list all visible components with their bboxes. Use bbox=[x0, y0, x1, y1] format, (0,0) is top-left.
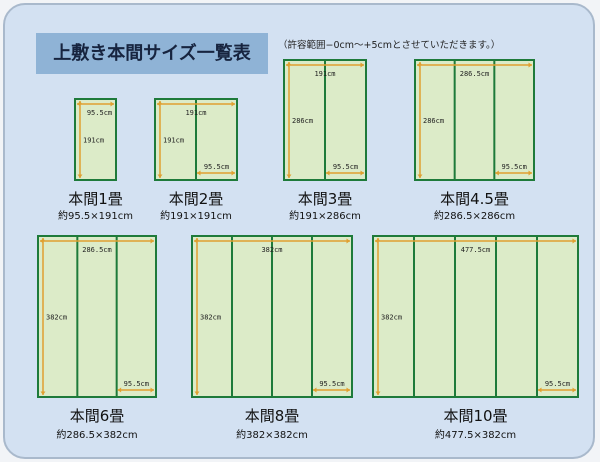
arrowhead-icon bbox=[528, 170, 532, 176]
arrowhead-icon bbox=[326, 170, 330, 176]
arrowhead-icon bbox=[231, 101, 235, 107]
arrowhead-icon bbox=[417, 62, 423, 66]
mat-diagram: 286.5cm 286cm 95.5cm bbox=[414, 59, 535, 181]
arrowhead-icon bbox=[150, 387, 154, 393]
arrowhead-icon bbox=[286, 174, 292, 178]
arrowhead-icon bbox=[110, 101, 114, 107]
arrowhead-icon bbox=[375, 238, 381, 242]
arrowhead-icon bbox=[194, 238, 200, 242]
arrowhead-icon bbox=[286, 62, 292, 66]
height-label: 382cm bbox=[46, 314, 67, 322]
mat-name: 本間3畳 bbox=[297, 190, 353, 208]
width-label: 191cm bbox=[314, 70, 335, 78]
arrowhead-icon bbox=[40, 238, 46, 242]
mat-size: 約286.5×382cm bbox=[56, 430, 138, 441]
mat-name: 本間2畳 bbox=[168, 190, 224, 208]
height-label: 286cm bbox=[423, 117, 444, 125]
mat-diagram: 477.5cm 382cm 95.5cm bbox=[372, 235, 579, 398]
width-label: 286.5cm bbox=[82, 246, 112, 254]
arrowhead-icon bbox=[77, 174, 83, 178]
mat-size: 約191×286cm bbox=[289, 211, 361, 222]
title-bar: 上敷き本間サイズ一覧表 bbox=[36, 33, 268, 74]
arrowhead-icon bbox=[77, 101, 83, 105]
mat-outline bbox=[37, 235, 157, 398]
width-label: 191cm bbox=[185, 109, 206, 117]
height-label: 382cm bbox=[200, 314, 221, 322]
arrowhead-icon bbox=[360, 62, 364, 68]
mat-size: 約382×382cm bbox=[236, 430, 308, 441]
width-label: 382cm bbox=[261, 246, 282, 254]
mat-size: 約477.5×382cm bbox=[434, 430, 517, 441]
panel-width-label: 95.5cm bbox=[204, 163, 229, 171]
mat-outline bbox=[74, 98, 117, 181]
panel-width-label: 95.5cm bbox=[545, 380, 570, 388]
height-label: 286cm bbox=[292, 117, 313, 125]
mat-diagram: 382cm 382cm 95.5cm bbox=[191, 235, 353, 398]
arrowhead-icon bbox=[572, 387, 576, 393]
panel-width-label: 95.5cm bbox=[319, 380, 344, 388]
tolerance-note: （許容範囲−0cm〜+5cmとさせていただきます。） bbox=[278, 40, 501, 51]
height-label: 191cm bbox=[163, 137, 184, 145]
arrowhead-icon bbox=[197, 170, 201, 176]
arrowhead-icon bbox=[417, 174, 423, 178]
mat-diagram: 191cm 286cm 95.5cm bbox=[283, 59, 367, 181]
arrowhead-icon bbox=[346, 238, 350, 244]
panel-width-label: 95.5cm bbox=[333, 163, 358, 171]
mat-name: 本間1畳 bbox=[68, 190, 123, 208]
arrowhead-icon bbox=[495, 170, 499, 176]
arrowhead-icon bbox=[117, 387, 122, 393]
arrowhead-icon bbox=[375, 391, 381, 395]
arrowhead-icon bbox=[150, 238, 154, 244]
width-label: 95.5cm bbox=[87, 109, 112, 117]
arrowhead-icon bbox=[572, 238, 576, 244]
arrowhead-icon bbox=[231, 170, 235, 176]
arrowhead-icon bbox=[360, 170, 364, 176]
panel-width-label: 95.5cm bbox=[502, 163, 527, 171]
mat-diagram: 191cm 191cm 95.5cm bbox=[154, 98, 238, 181]
mat-outline bbox=[414, 59, 535, 181]
arrowhead-icon bbox=[528, 62, 532, 68]
height-label: 191cm bbox=[83, 137, 104, 145]
arrowhead-icon bbox=[313, 387, 317, 393]
mat-diagram: 286.5cm 382cm 95.5cm bbox=[37, 235, 157, 398]
width-label: 477.5cm bbox=[461, 246, 491, 254]
height-label: 382cm bbox=[381, 314, 402, 322]
mat-diagram: 95.5cm 191cm bbox=[74, 98, 117, 181]
mat-name: 本間4.5畳 bbox=[440, 190, 509, 208]
mat-name: 本間10畳 bbox=[443, 407, 508, 425]
mat-outline bbox=[372, 235, 579, 398]
arrowhead-icon bbox=[346, 387, 350, 393]
arrowhead-icon bbox=[40, 391, 46, 395]
mat-name: 本間6畳 bbox=[69, 407, 125, 425]
arrowhead-icon bbox=[538, 387, 542, 393]
mat-size: 約286.5×286cm bbox=[433, 211, 516, 222]
width-label: 286.5cm bbox=[460, 70, 490, 78]
mat-size: 約95.5×191cm bbox=[58, 211, 133, 222]
arrowhead-icon bbox=[157, 101, 163, 105]
panel-width-label: 95.5cm bbox=[124, 380, 149, 388]
mat-size: 約191×191cm bbox=[160, 211, 232, 222]
mat-name: 本間8畳 bbox=[244, 407, 300, 425]
arrowhead-icon bbox=[157, 174, 163, 178]
arrowhead-icon bbox=[194, 391, 200, 395]
page-title: 上敷き本間サイズ一覧表 bbox=[53, 43, 251, 64]
